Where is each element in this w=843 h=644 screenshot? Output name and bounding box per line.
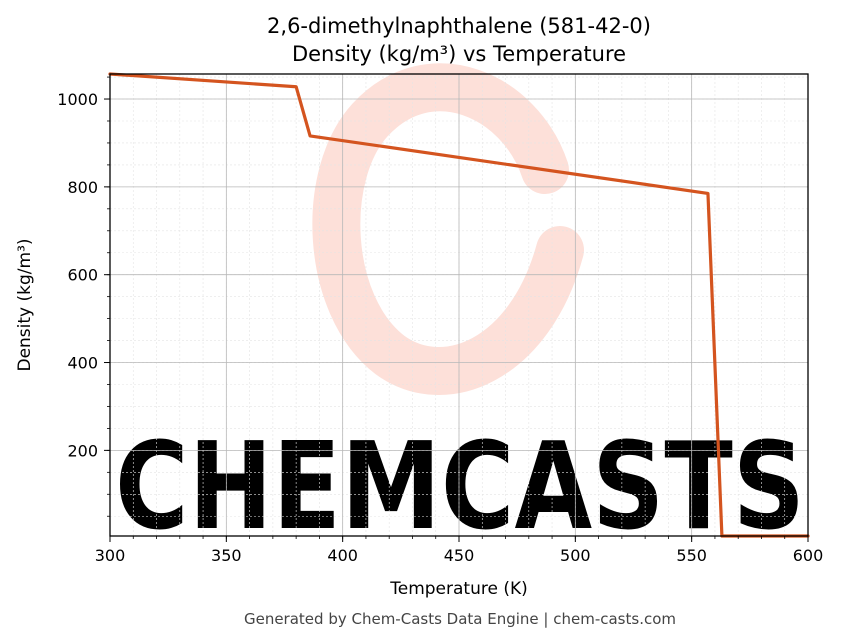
chart-title-line1: 2,6-dimethylnaphthalene (581-42-0) [267, 14, 651, 38]
x-axis: 300 350 400 450 500 550 600 [95, 536, 824, 565]
y-axis-label: Density (kg/m³) [15, 238, 35, 371]
chemcasts-watermark: CHEMCASTS [115, 63, 805, 557]
footer-credit: Generated by Chem-Casts Data Engine | ch… [244, 610, 676, 628]
y-axis: 200 400 600 800 1000 [57, 76, 110, 517]
x-tick-label: 400 [327, 546, 358, 565]
y-tick-label: 400 [67, 354, 98, 373]
x-tick-label: 500 [560, 546, 591, 565]
x-tick-label: 350 [211, 546, 242, 565]
watermark-text: CHEMCASTS [115, 418, 805, 557]
x-tick-label: 450 [444, 546, 475, 565]
y-tick-label: 800 [67, 178, 98, 197]
y-tick-label: 600 [67, 266, 98, 285]
y-tick-label: 200 [67, 441, 98, 460]
x-tick-label: 600 [793, 546, 824, 565]
x-tick-label: 300 [95, 546, 126, 565]
x-tick-label: 550 [676, 546, 707, 565]
x-axis-label: Temperature (K) [389, 579, 528, 599]
y-tick-label: 1000 [57, 90, 98, 109]
chart-title-line2: Density (kg/m³) vs Temperature [292, 42, 626, 66]
